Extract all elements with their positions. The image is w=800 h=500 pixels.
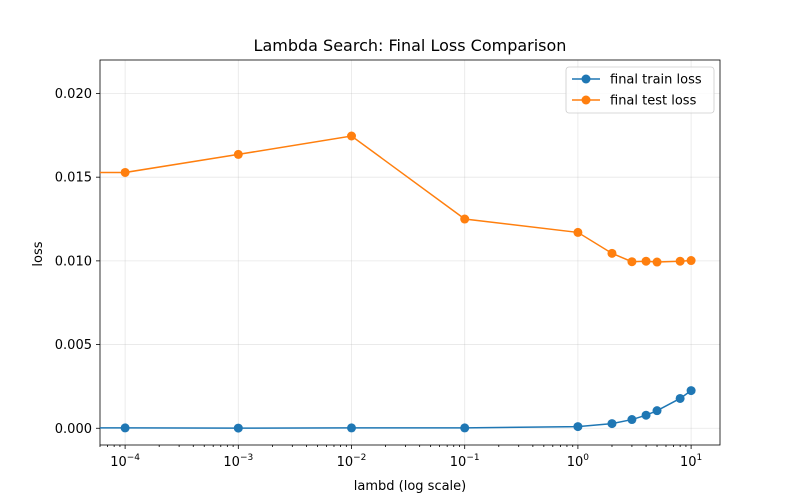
y-tick-label: 0.020 [55, 87, 92, 102]
y-tick-label: 0.015 [55, 171, 92, 186]
legend-box [565, 66, 715, 114]
data-point [627, 257, 637, 267]
legend-label: final train loss [610, 73, 702, 88]
data-point [641, 256, 651, 266]
legend-marker [581, 95, 591, 105]
data-point [347, 131, 357, 141]
axes: 10−4 10−3 10−2 10−1 100 101 0.000 0.005 0.010 0.0… [55, 59, 721, 470]
x-tick-label: 101 [680, 453, 702, 470]
series-line [100, 389, 692, 429]
x-axis-label: lambd (log scale) [354, 479, 466, 494]
data-point [120, 167, 130, 177]
data-point [573, 422, 583, 432]
data-point [641, 410, 651, 420]
series-1 [100, 131, 696, 267]
data-point [652, 406, 662, 416]
data-point [607, 419, 617, 429]
x-tick-label: 10−1 [450, 453, 480, 470]
series-0 [100, 386, 696, 433]
y-tick-label: 0.010 [55, 254, 92, 269]
data-point [627, 415, 637, 425]
data-point [675, 393, 685, 403]
y-tick-label: 0.000 [55, 422, 92, 437]
x-tick-label: 100 [567, 453, 590, 470]
data-point [686, 256, 696, 266]
data-point [675, 256, 685, 266]
x-tick-label: 10−4 [110, 453, 140, 470]
data-point [120, 423, 130, 433]
data-point [652, 257, 662, 267]
data-point [573, 227, 583, 237]
series-line [100, 135, 692, 263]
data-point [347, 423, 357, 433]
y-axis-label: loss [31, 241, 46, 266]
data-point [686, 386, 696, 396]
grid [100, 60, 720, 445]
legend-marker [581, 74, 591, 84]
data-point [460, 214, 470, 224]
data-point [607, 248, 617, 258]
legend-label: final test loss [610, 94, 697, 109]
chart-title: Lambda Search: Final Loss Comparison [254, 36, 567, 55]
plot-frame [99, 59, 721, 446]
y-tick-label: 0.005 [55, 338, 92, 353]
x-tick-label: 10−3 [223, 453, 253, 470]
plot-area [100, 131, 696, 433]
legend: final train loss final test loss [565, 66, 715, 114]
x-tick-label: 10−2 [337, 453, 367, 470]
data-point [233, 149, 243, 159]
data-point [233, 423, 243, 433]
data-point [460, 423, 470, 433]
